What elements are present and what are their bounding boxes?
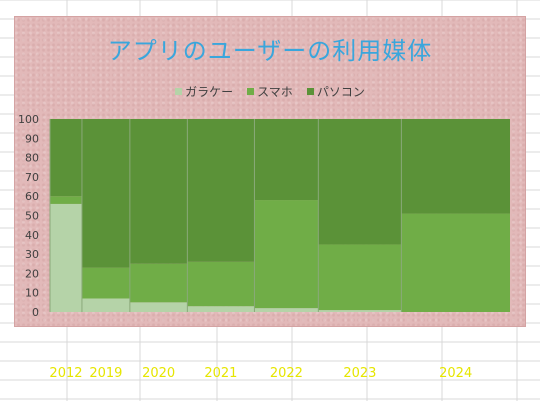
legend-swatch-smartphone xyxy=(247,88,255,95)
y-tick-label: 20 xyxy=(25,267,39,280)
x-tick-label-2024: 2024 xyxy=(439,366,473,381)
bar-segment-2022-s2[interactable] xyxy=(254,119,319,201)
bar-segment-2019-s0[interactable] xyxy=(81,298,130,312)
bar-segment-2024-s1[interactable] xyxy=(401,213,510,312)
legend-label-smartphone: スマホ xyxy=(257,85,293,99)
legend-label-pc: パソコン xyxy=(316,85,365,99)
y-tick-label: 10 xyxy=(25,287,39,300)
x-tick-label-2020: 2020 xyxy=(142,366,176,381)
bar-segment-2022-s1[interactable] xyxy=(254,200,319,309)
y-tick-label: 0 xyxy=(32,306,39,319)
chart-legend: ガラケー スマホ パソコン xyxy=(15,83,525,100)
y-tick-label: 50 xyxy=(25,210,39,223)
bar-segment-2021-s2[interactable] xyxy=(187,119,255,262)
chart-title: アプリのユーザーの利用媒体 xyxy=(107,37,433,65)
bar-segment-2023-s0[interactable] xyxy=(318,310,402,312)
bar-segment-2021-s1[interactable] xyxy=(187,261,255,307)
bar-segment-2022-s0[interactable] xyxy=(254,308,319,312)
bar-segment-2020-s0[interactable] xyxy=(129,302,188,312)
bar-segment-2012-s2[interactable] xyxy=(50,119,82,197)
bar-segment-2019-s1[interactable] xyxy=(81,267,130,299)
bar-segment-2012-s0[interactable] xyxy=(50,203,82,312)
bar-segment-2021-s0[interactable] xyxy=(187,306,255,312)
x-tick-label-2021: 2021 xyxy=(204,366,238,381)
legend-label-feature-phone: ガラケー xyxy=(185,85,234,99)
bar-segment-2012-s1[interactable] xyxy=(50,196,82,204)
legend-item-pc: パソコン xyxy=(306,83,365,100)
bar-segment-2023-s1[interactable] xyxy=(318,244,402,311)
x-tick-label-2023: 2023 xyxy=(343,366,377,381)
bar-segment-2019-s2[interactable] xyxy=(81,119,130,268)
legend-swatch-feature-phone xyxy=(175,88,183,95)
bar-segment-2024-s2[interactable] xyxy=(401,119,510,214)
y-tick-label: 60 xyxy=(25,190,39,203)
x-tick-label-2022: 2022 xyxy=(269,366,303,381)
legend-item-smartphone: スマホ xyxy=(247,83,293,100)
y-tick-label: 80 xyxy=(25,152,39,165)
bar-segment-2020-s1[interactable] xyxy=(129,263,188,303)
legend-item-feature-phone: ガラケー xyxy=(175,83,233,100)
y-tick-label: 100 xyxy=(18,113,39,126)
y-tick-label: 30 xyxy=(25,248,39,261)
legend-swatch-pc xyxy=(306,88,314,95)
y-tick-label: 40 xyxy=(25,229,39,242)
bar-segment-2023-s2[interactable] xyxy=(318,119,402,245)
y-tick-label: 70 xyxy=(25,171,39,184)
x-tick-label-2019: 2019 xyxy=(89,366,123,381)
bar-segment-2020-s2[interactable] xyxy=(129,119,188,264)
x-tick-label-2012: 2012 xyxy=(49,366,83,381)
y-tick-label: 90 xyxy=(25,132,39,145)
